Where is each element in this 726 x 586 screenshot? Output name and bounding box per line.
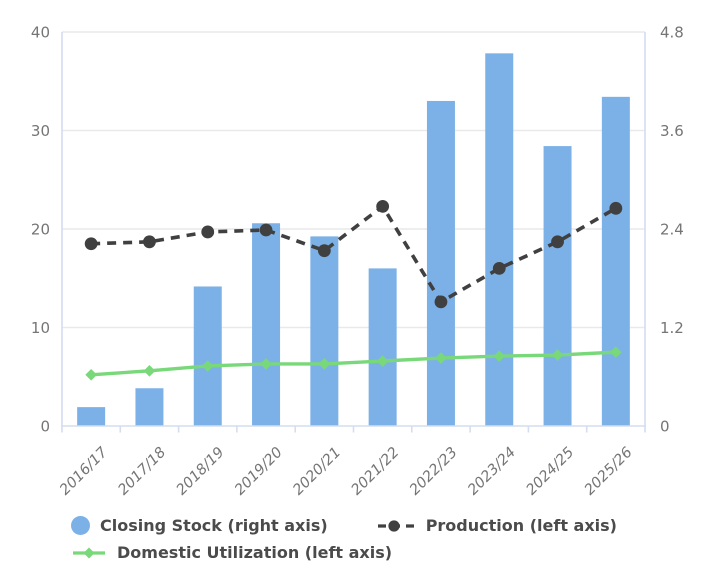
production-line [91, 203, 617, 305]
domestic-utilization-point-2025-26[interactable] [610, 346, 622, 358]
x-axis-label: 2018/19 [174, 445, 228, 499]
left-axis-tick-label: 40 [31, 24, 50, 42]
bar-2024-25[interactable] [543, 146, 572, 427]
x-axis-label: 2025/26 [582, 445, 636, 499]
production-point-2019-20[interactable] [259, 223, 273, 237]
bar-2022-23[interactable] [426, 100, 455, 426]
x-axis-label: 2021/22 [349, 445, 403, 499]
domestic-utilization-point-2024-25[interactable] [551, 349, 564, 361]
x-axis-label: 2020/21 [290, 445, 344, 499]
production-point-2023-24[interactable] [492, 262, 506, 275]
legend-item-domestic-utilization[interactable]: Domestic Utilization (left axis) [71, 543, 392, 562]
bar-2020-21[interactable] [310, 236, 339, 426]
left-axis-tick-label: 10 [31, 319, 50, 337]
x-axis-label: 2022/23 [407, 445, 461, 499]
production-point-2020-21[interactable] [317, 244, 331, 258]
legend-item-production[interactable]: Production (left axis) [376, 516, 617, 535]
production-point-2018-19[interactable] [201, 225, 215, 239]
legend-label-production: Production (left axis) [425, 516, 617, 535]
domestic-utilization-point-2022-23[interactable] [435, 352, 447, 364]
domestic-utilization-line [91, 350, 616, 377]
bar-2016-17[interactable] [77, 407, 106, 426]
closing-stock-swatch-icon [71, 516, 90, 535]
right-axis-tick-label: 2.4 [660, 221, 684, 239]
right-axis-tick-label: 0 [660, 418, 670, 436]
left-axis-tick-label: 0 [40, 418, 50, 436]
production-point-2016-17[interactable] [84, 237, 98, 251]
domestic-utilization-marker-icon [73, 547, 105, 558]
right-axis-tick-label: 4.8 [660, 24, 684, 42]
x-axis-label: 2024/25 [523, 445, 577, 499]
bar-2018-19[interactable] [193, 286, 222, 426]
domestic-utilization-point-2021-22[interactable] [376, 355, 389, 367]
production-point-2025-26[interactable] [609, 201, 623, 215]
domestic-utilization-point-2020-21[interactable] [318, 358, 331, 370]
left-axis-tick-label: 30 [31, 122, 50, 140]
x-axis-label: 2017/18 [115, 445, 169, 499]
combo-chart: 0 10 20 30 40 0 1.2 2.4 3.6 4.8 2016/17 2017/18 2018… [31, 24, 684, 499]
legend-item-closing-stock[interactable]: Closing Stock (right axis) [71, 516, 328, 535]
production-point-2024-25[interactable] [551, 235, 564, 249]
x-axis-label: 2016/17 [57, 444, 111, 498]
bar-2023-24[interactable] [485, 53, 514, 426]
bar-2021-22[interactable] [368, 268, 397, 426]
domestic-utilization-point-2019-20[interactable] [260, 358, 272, 370]
x-axis-label: 2019/20 [232, 445, 286, 499]
legend-row-1: Closing Stock (right axis) Production (l… [71, 516, 655, 535]
left-axis-tick-label: 20 [31, 221, 50, 239]
bar-2025-26[interactable] [601, 96, 630, 427]
chart-area: 0 10 20 30 40 0 1.2 2.4 3.6 4.8 2016/17 2017/18 2018… [31, 24, 684, 499]
domestic-utilization-point-2017-18[interactable] [143, 365, 156, 377]
production-point-2022-23[interactable] [434, 295, 448, 309]
production-point-2017-18[interactable] [143, 235, 156, 249]
x-axis-label: 2023/24 [465, 445, 519, 499]
production-marker-icon [377, 519, 414, 532]
bar-2017-18[interactable] [135, 388, 164, 426]
right-axis-tick-label: 1.2 [660, 319, 684, 337]
legend-label-domestic-utilization: Domestic Utilization (left axis) [117, 543, 393, 562]
production-point-2021-22[interactable] [376, 199, 390, 213]
domestic-utilization-point-2018-19[interactable] [201, 360, 214, 372]
legend-label-closing-stock: Closing Stock (right axis) [100, 516, 328, 535]
right-axis-tick-label: 3.6 [660, 122, 684, 140]
bar-2019-20[interactable] [252, 223, 281, 426]
domestic-utilization-point-2016-17[interactable] [85, 368, 97, 381]
domestic-utilization-point-2023-24[interactable] [493, 350, 506, 362]
chart-legend: Closing Stock (right axis) Production (l… [71, 516, 655, 562]
legend-row-2: Domestic Utilization (left axis) [71, 543, 655, 562]
